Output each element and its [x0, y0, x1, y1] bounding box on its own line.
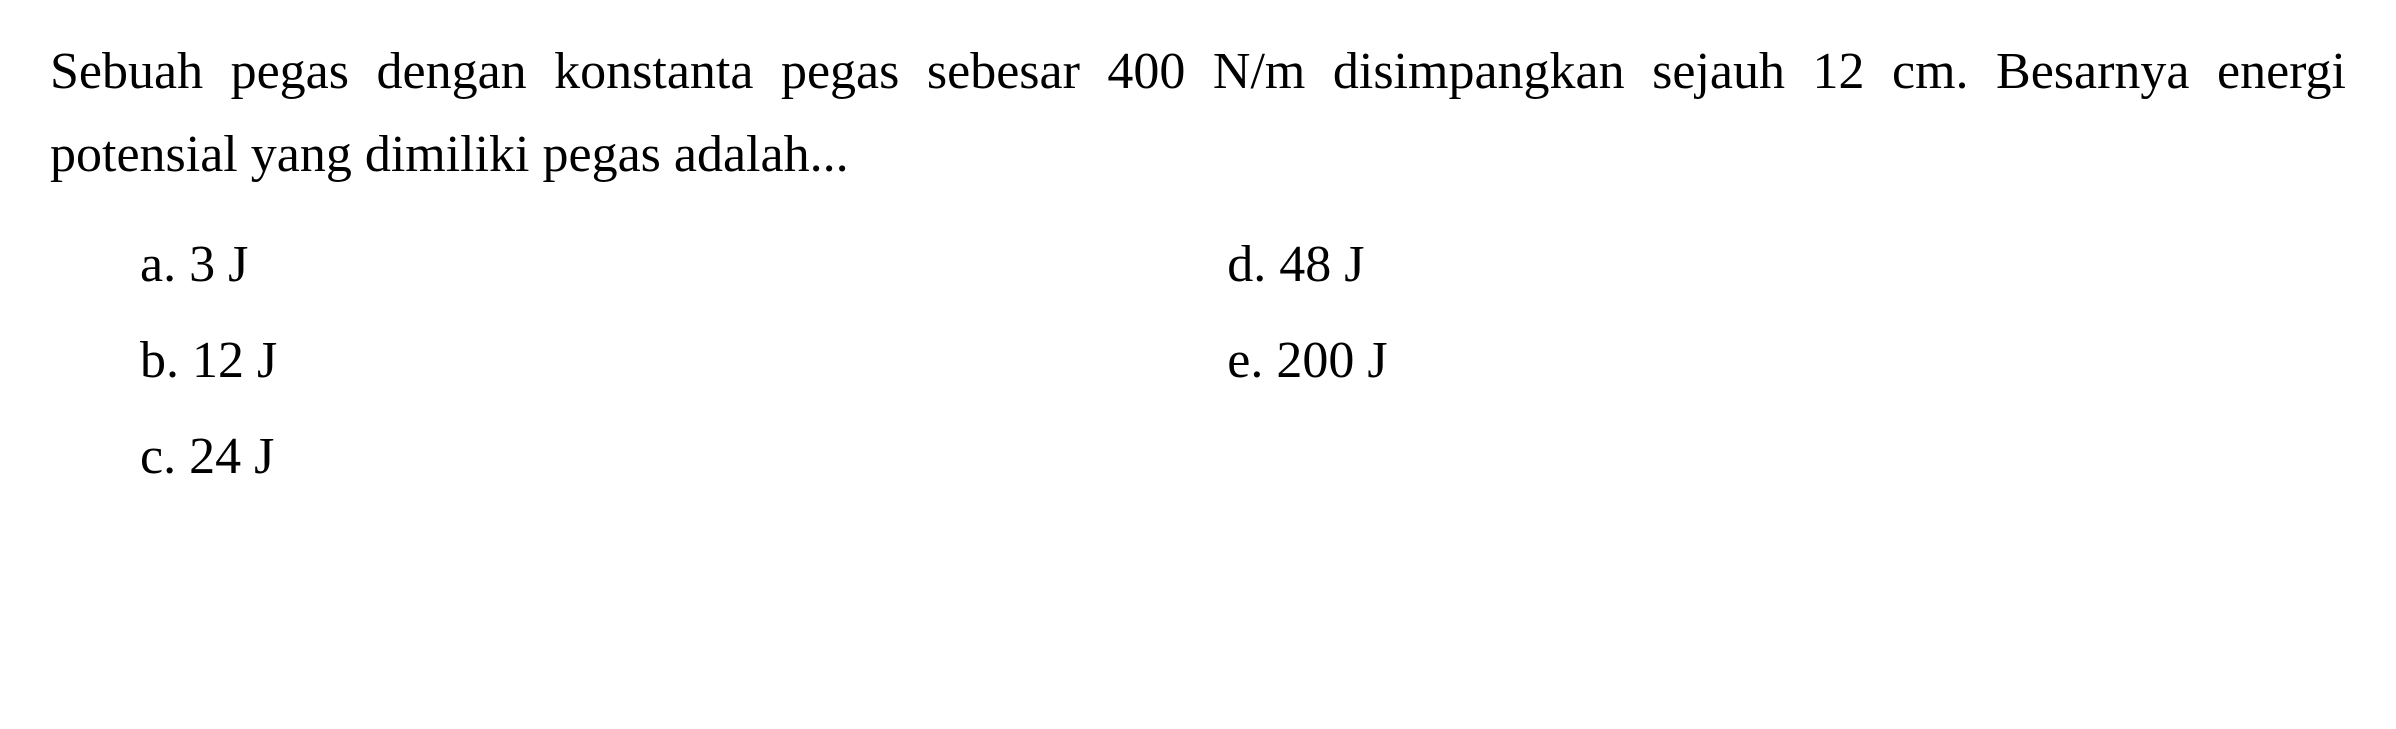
option-c: c. 24 J [140, 418, 277, 496]
options-container: a. 3 J b. 12 J c. 24 J d. 48 J e. 200 J [50, 226, 2346, 496]
option-e: e. 200 J [1227, 322, 1387, 400]
option-a-value: 3 J [189, 236, 248, 293]
option-e-value: 200 J [1276, 332, 1387, 389]
option-d-value: 48 J [1279, 236, 1364, 293]
option-e-label: e. [1227, 332, 1263, 389]
option-d-label: d. [1227, 236, 1266, 293]
options-right-column: d. 48 J e. 200 J [1227, 226, 1387, 496]
question-text: Sebuah pegas dengan konstanta pegas sebe… [50, 30, 2346, 196]
option-b-value: 12 J [192, 332, 277, 389]
option-b: b. 12 J [140, 322, 277, 400]
option-c-label: c. [140, 428, 176, 485]
options-left-column: a. 3 J b. 12 J c. 24 J [140, 226, 277, 496]
option-a: a. 3 J [140, 226, 277, 304]
option-c-value: 24 J [189, 428, 274, 485]
option-d: d. 48 J [1227, 226, 1387, 304]
option-b-label: b. [140, 332, 179, 389]
option-a-label: a. [140, 236, 176, 293]
